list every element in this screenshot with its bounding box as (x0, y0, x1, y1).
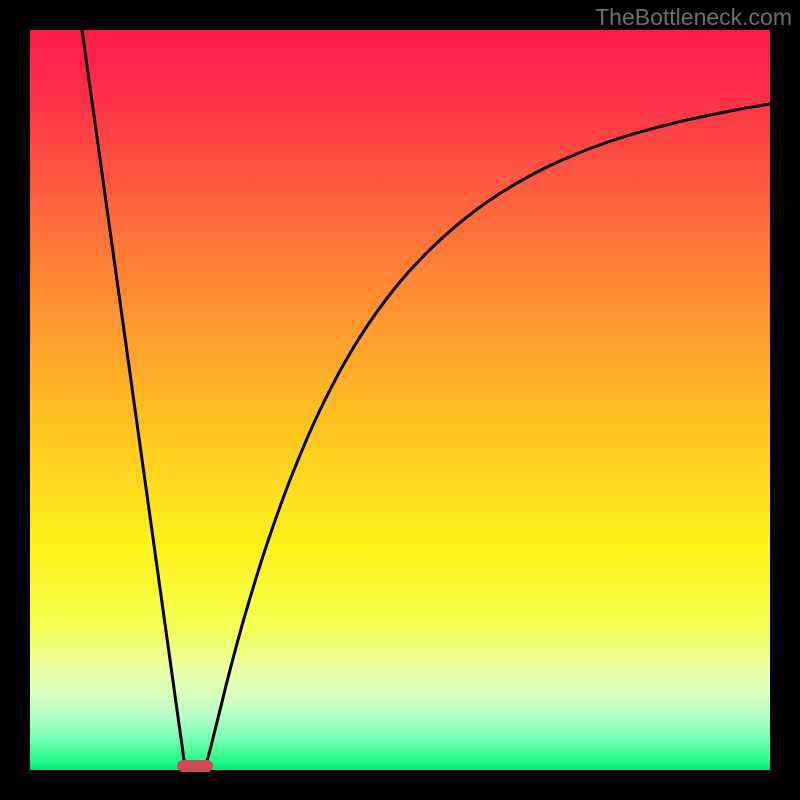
curve-overlay (30, 30, 770, 770)
watermark-text: TheBottleneck.com (595, 4, 792, 31)
plot-area (30, 30, 770, 770)
marker-pill (177, 760, 213, 772)
chart-container: TheBottleneck.com (0, 0, 800, 800)
